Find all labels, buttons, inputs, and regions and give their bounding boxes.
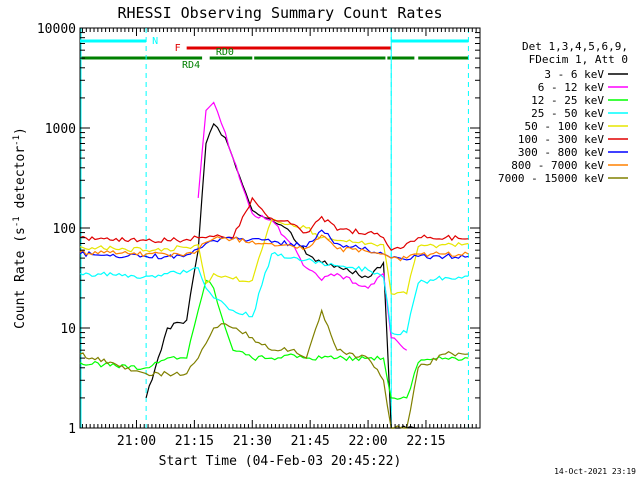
legend-label: 100 - 300 keV xyxy=(518,133,604,146)
x-tick-label: 21:45 xyxy=(291,434,330,449)
legend-header-line-1: Det 1,3,4,5,6,9, xyxy=(522,40,628,53)
legend-label: 6 - 12 keV xyxy=(538,81,605,94)
legend-label: 800 - 7000 keV xyxy=(511,159,604,172)
legend-label: 50 - 100 keV xyxy=(525,120,605,133)
series-line-3-6-kev xyxy=(145,122,419,429)
flag-label-rd4: RD4 xyxy=(182,60,200,71)
axes: 1 10 100 1000 10000 21:00 21:15 21:30 21:45 22:00… xyxy=(37,22,481,449)
legend: Det 1,3,4,5,6,9, FDecim 1, Att 0 3 - 6 k… xyxy=(498,40,628,185)
chart-title: RHESSI Observing Summary Count Rates xyxy=(117,4,442,22)
legend-label: 3 - 6 keV xyxy=(544,68,604,81)
y-tick-label: 10000 xyxy=(37,22,76,37)
legend-label: 12 - 25 keV xyxy=(531,94,604,107)
series-line-25-50-kev xyxy=(79,251,469,336)
flag-label-n: N xyxy=(152,36,158,47)
x-tick-label: 21:15 xyxy=(175,434,214,449)
data-series xyxy=(79,101,469,429)
flag-label-rd0: RD0 xyxy=(216,47,234,58)
y-axis-label: Count Rate (s-1 detector-1) xyxy=(12,127,28,329)
generation-timestamp: 14-Oct-2021 23:19 xyxy=(554,467,636,476)
legend-label: 300 - 800 keV xyxy=(518,146,604,159)
flag-label-f: F xyxy=(175,43,181,54)
y-tick-label: 1 xyxy=(68,422,76,437)
series-line-800-7000-kev xyxy=(79,234,469,262)
x-tick-label: 22:15 xyxy=(406,434,445,449)
y-tick-label: 10 xyxy=(60,322,76,337)
legend-label: 25 - 50 keV xyxy=(531,107,604,120)
x-tick-label: 21:30 xyxy=(233,434,272,449)
status-flags: N F RD0 RD4 xyxy=(80,36,469,71)
series-line-6-12-kev xyxy=(197,101,408,351)
x-axis-label: Start Time (04-Feb-03 20:45:22) xyxy=(159,454,402,469)
series-line-12-25-kev xyxy=(79,279,469,400)
series-line-100-300-kev xyxy=(79,196,469,251)
y-tick-label: 1000 xyxy=(45,122,76,137)
x-tick-label: 21:00 xyxy=(117,434,156,449)
series-line-300-800-kev xyxy=(79,229,469,261)
legend-label: 7000 - 15000 keV xyxy=(498,172,604,185)
legend-header-line-2: FDecim 1, Att 0 xyxy=(529,53,628,66)
x-tick-label: 22:00 xyxy=(348,434,387,449)
y-tick-label: 100 xyxy=(53,222,76,237)
